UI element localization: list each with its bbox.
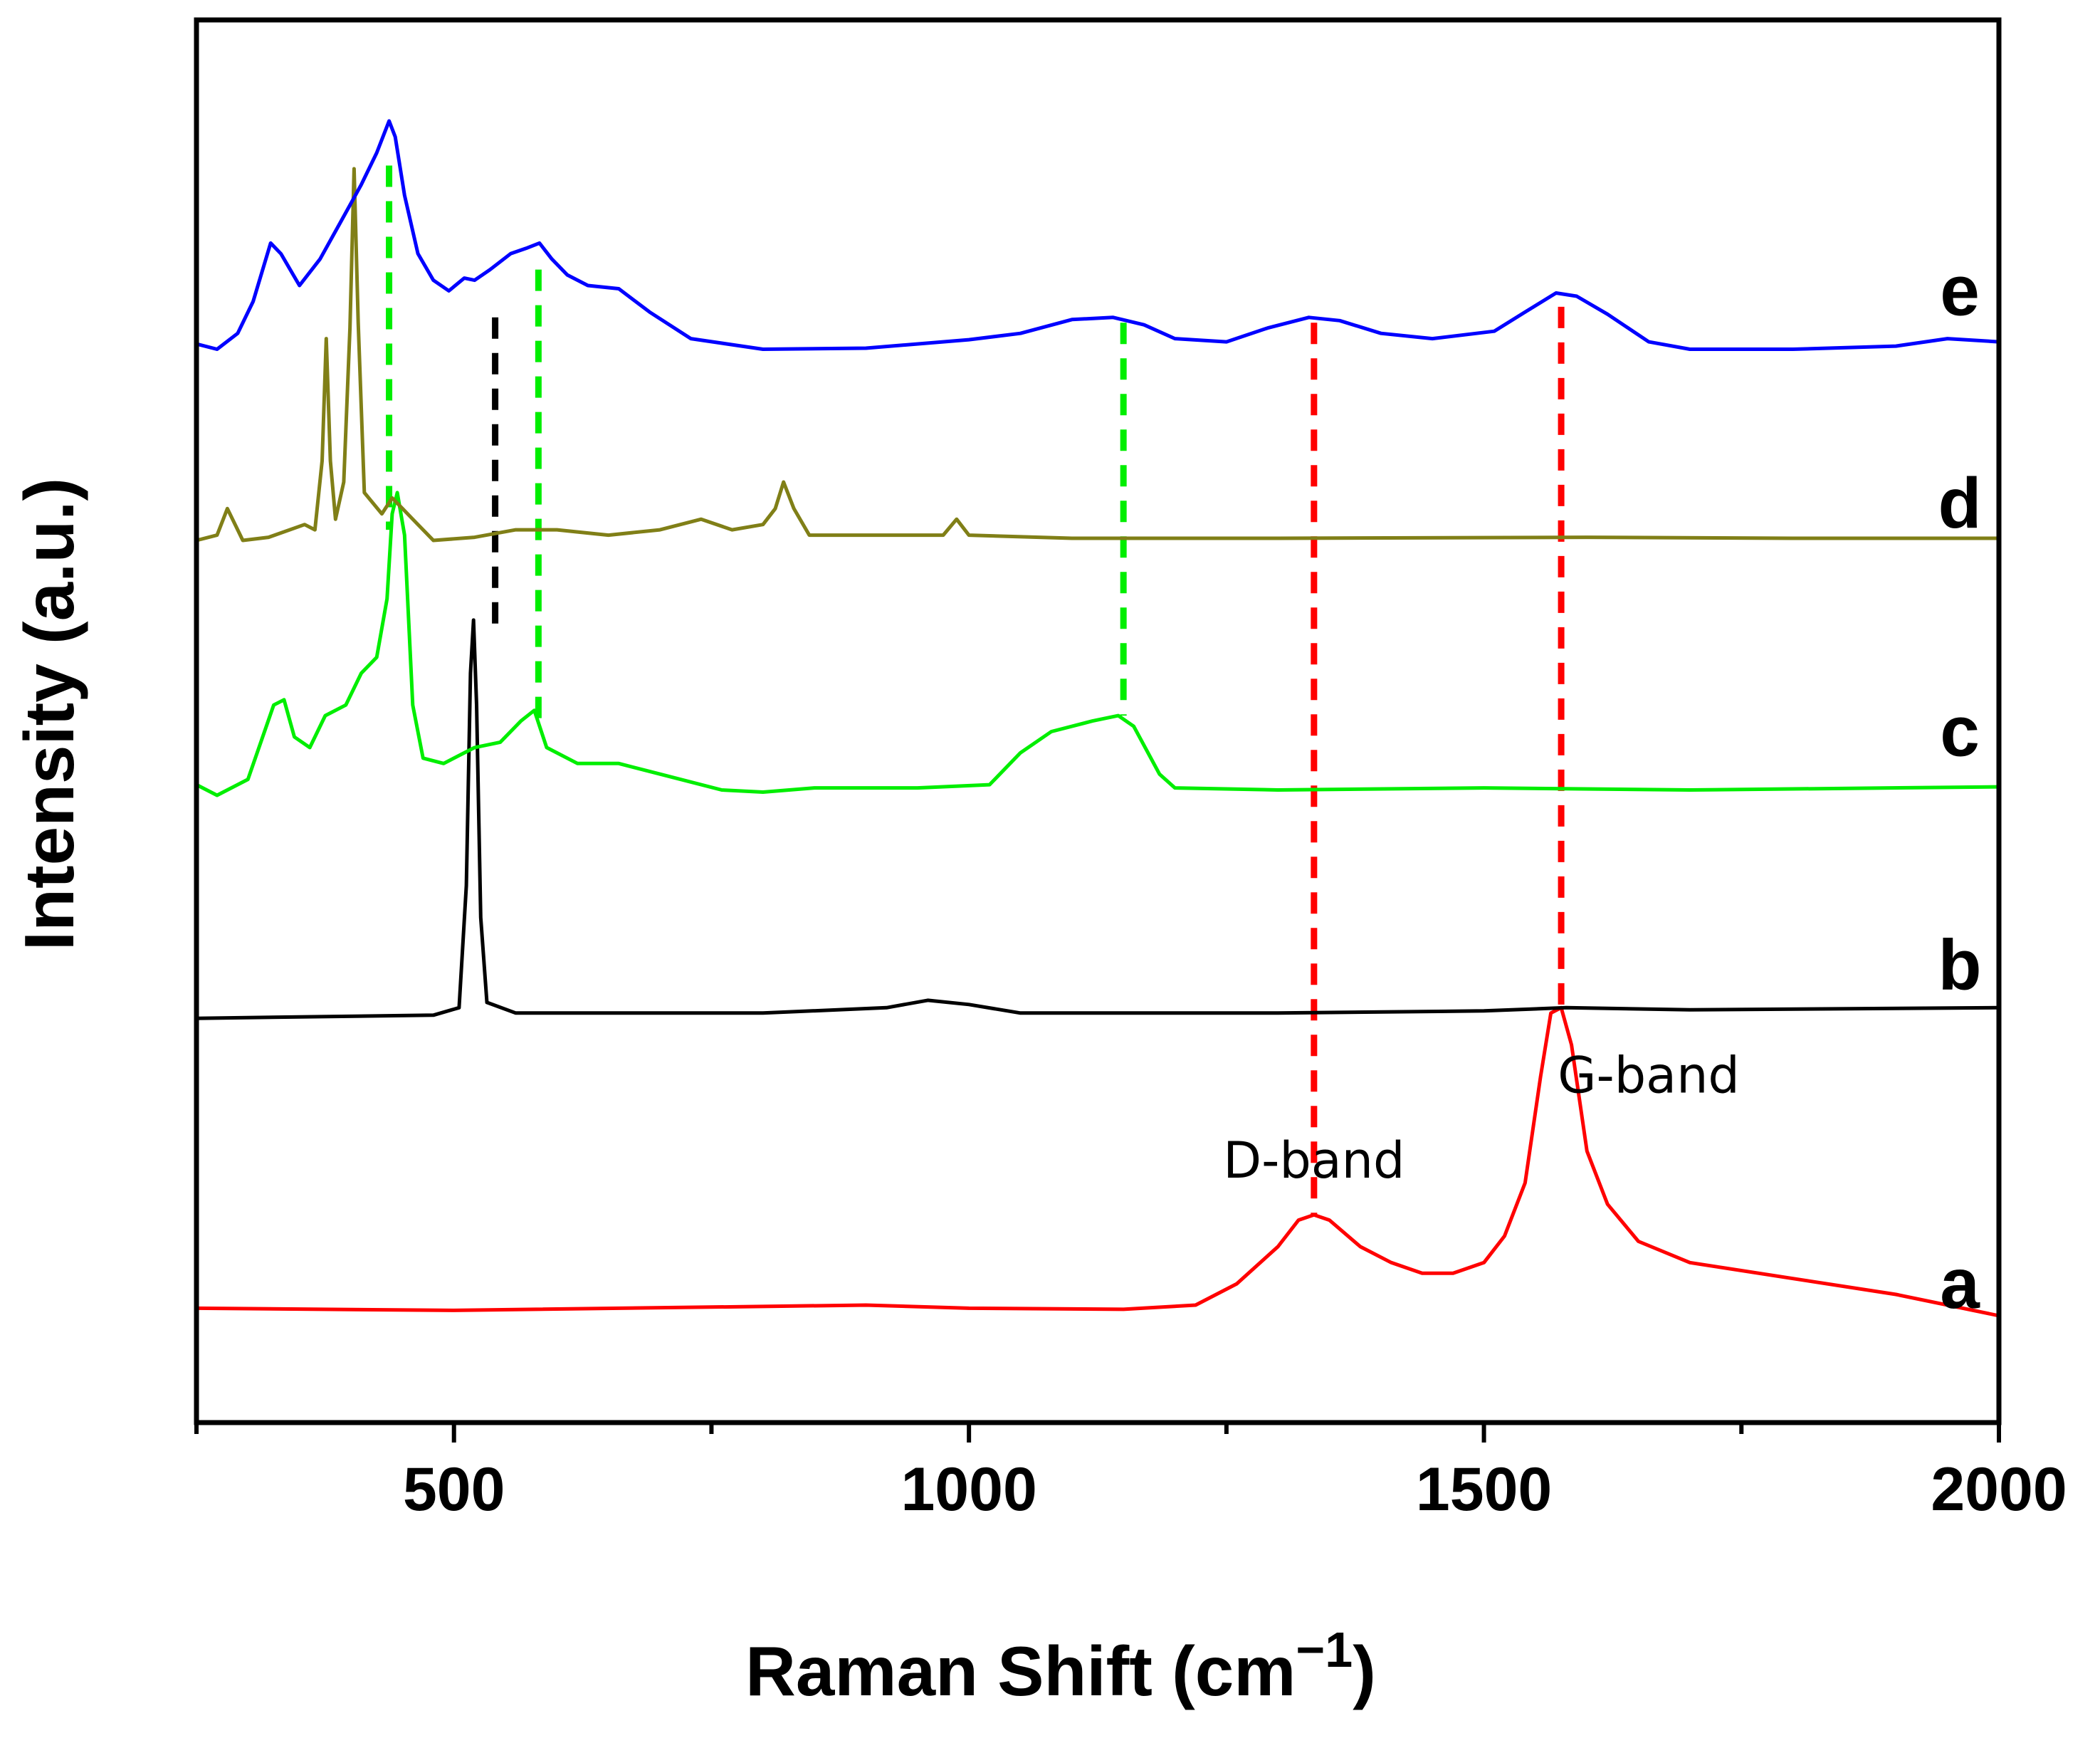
x-axis-ticks xyxy=(194,1423,2001,1443)
series-line-a xyxy=(196,1005,2000,1318)
series-line-e xyxy=(196,119,2000,351)
series-tag-b: b xyxy=(1938,926,1981,1005)
x-axis-title-main: Raman Shift (cm xyxy=(745,1632,1296,1710)
annotations: D-band G-band xyxy=(1223,1047,1740,1190)
plot-frame xyxy=(194,17,2002,1425)
x-tick-label-1000: 1000 xyxy=(901,1455,1036,1524)
series-tag-a: a xyxy=(1940,1244,1980,1324)
series-tags: a b c d e xyxy=(1938,251,1981,1324)
x-axis-title-close: ) xyxy=(1353,1632,1376,1710)
series-tag-e: e xyxy=(1940,251,1980,331)
reference-lines xyxy=(386,165,1565,1215)
y-axis-title: Intensity (a.u.) xyxy=(10,478,88,951)
series-tag-d: d xyxy=(1938,464,1981,543)
x-axis-title: Raman Shift (cm−1) xyxy=(745,1622,1376,1710)
x-tick-label-500: 500 xyxy=(403,1455,505,1524)
series-lines xyxy=(195,119,2000,1318)
x-axis-tick-labels: 500 1000 1500 2000 xyxy=(403,1455,2067,1524)
series-tag-c: c xyxy=(1940,692,1980,772)
series-line-b xyxy=(196,618,2000,1020)
annotation-g-band: G-band xyxy=(1558,1047,1740,1105)
annotation-d-band: D-band xyxy=(1223,1131,1405,1190)
series-line-c xyxy=(195,491,2000,797)
x-tick-label-1500: 1500 xyxy=(1416,1455,1552,1524)
x-tick-label-2000: 2000 xyxy=(1931,1455,2067,1524)
series-line-d xyxy=(196,167,1999,543)
x-axis-title-superscript: −1 xyxy=(1296,1622,1353,1677)
